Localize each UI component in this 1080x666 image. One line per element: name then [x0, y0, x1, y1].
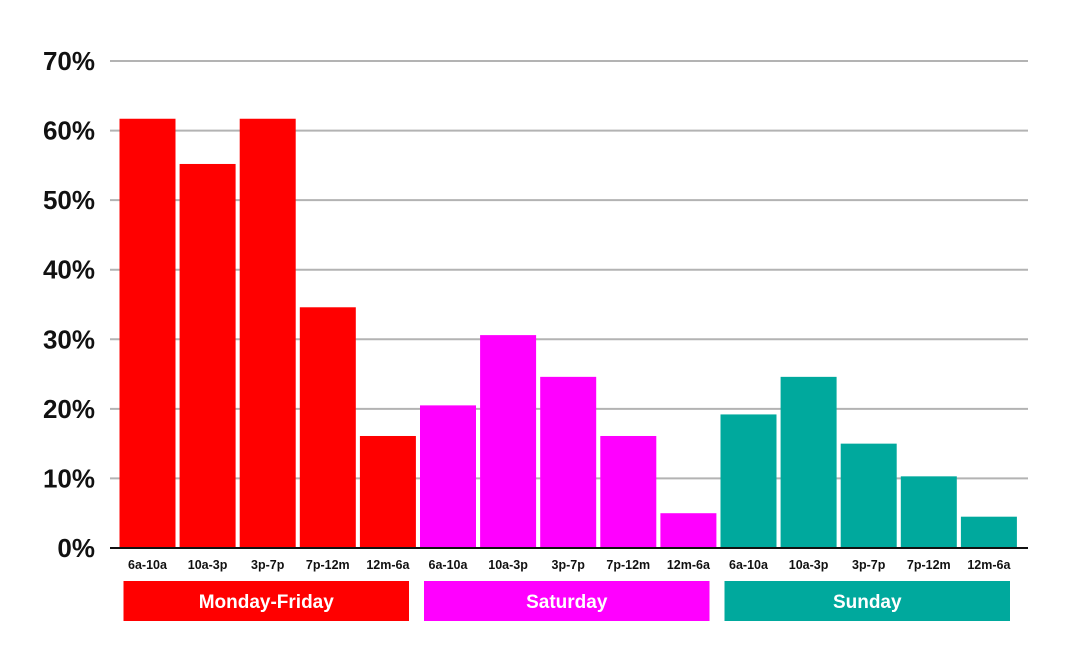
y-tick-label: 50%	[43, 185, 95, 215]
x-tick-label: 10a-3p	[188, 558, 228, 572]
group-label: Saturday	[526, 592, 608, 613]
x-tick-label: 12m-6a	[967, 558, 1011, 572]
bar	[480, 335, 537, 548]
x-tick-label: 7p-12m	[306, 558, 350, 572]
y-tick-label: 10%	[43, 463, 95, 493]
y-tick-label: 0%	[57, 533, 95, 563]
x-tick-label: 7p-12m	[606, 558, 650, 572]
bar	[660, 513, 717, 548]
x-axis-tick-labels: 6a-10a 10a-3p 3p-7p 7p-12m 12m-6a 6a-10a 10a-3…	[128, 558, 1011, 572]
bar	[239, 118, 296, 548]
x-tick-label: 3p-7p	[251, 558, 285, 572]
group-label-box	[123, 581, 409, 621]
bar	[840, 443, 897, 548]
y-tick-label: 60%	[43, 116, 95, 146]
x-tick-label: 3p-7p	[552, 558, 586, 572]
y-tick-label: 30%	[43, 324, 95, 354]
x-tick-label: 12m-6a	[667, 558, 711, 572]
y-tick-label: 20%	[43, 394, 95, 424]
x-tick-label: 7p-12m	[907, 558, 951, 572]
bar	[600, 435, 657, 548]
group-label-box	[724, 581, 1010, 621]
bar	[960, 516, 1017, 548]
y-tick-label: 70%	[43, 46, 95, 76]
x-tick-label: 6a-10a	[128, 558, 168, 572]
bars	[119, 118, 1017, 549]
bar	[119, 118, 176, 548]
bar	[179, 163, 236, 549]
x-tick-label: 3p-7p	[852, 558, 886, 572]
bar	[359, 435, 416, 548]
x-tick-label: 10a-3p	[488, 558, 528, 572]
bar	[540, 376, 597, 548]
bar	[299, 307, 356, 548]
x-tick-label: 12m-6a	[366, 558, 410, 572]
bar	[780, 376, 837, 548]
y-tick-label: 40%	[43, 255, 95, 285]
bar	[420, 405, 476, 548]
y-axis-tick-labels: 0% 10% 20% 30% 40% 50% 60% 70%	[43, 46, 95, 563]
bar	[720, 414, 777, 548]
group-label-box	[424, 581, 710, 621]
x-tick-label: 6a-10a	[729, 558, 769, 572]
bar	[900, 476, 957, 548]
group-label: Sunday	[833, 592, 902, 613]
group-label: Monday-Friday	[199, 592, 335, 613]
group-legend: Monday-Friday Saturday Sunday	[123, 581, 1010, 621]
x-tick-label: 6a-10a	[429, 558, 469, 572]
x-tick-label: 10a-3p	[789, 558, 829, 572]
